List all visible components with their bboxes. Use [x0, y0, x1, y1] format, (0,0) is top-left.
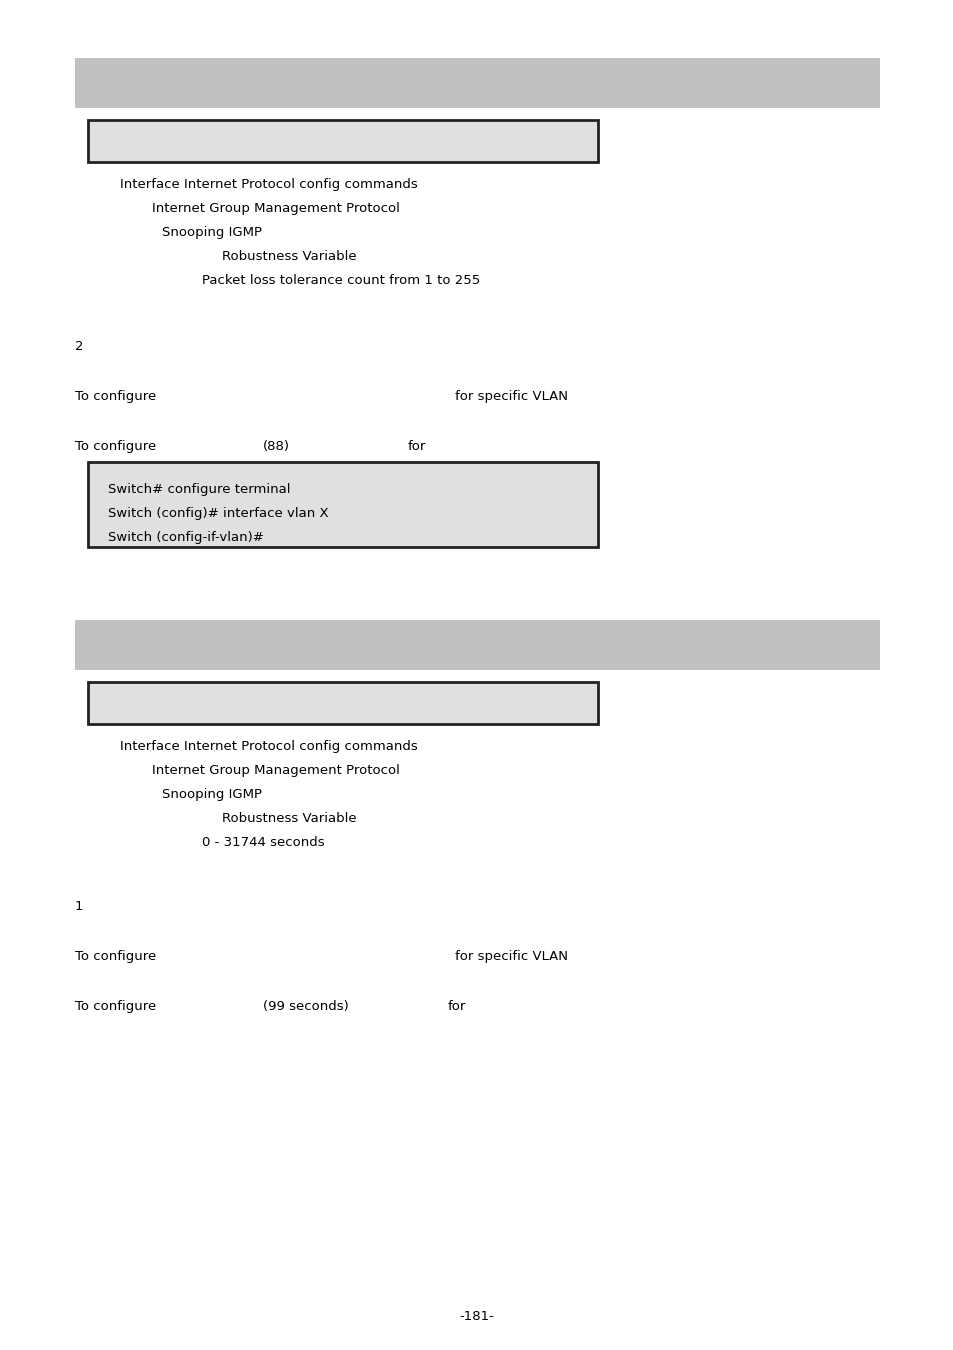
Text: for specific VLAN: for specific VLAN [455, 390, 567, 404]
Text: Switch (config-if-vlan)#: Switch (config-if-vlan)# [108, 531, 264, 544]
Text: 2: 2 [75, 340, 84, 352]
Text: Robustness Variable: Robustness Variable [222, 811, 356, 825]
Bar [88, 120, 598, 162]
Text: (99 seconds): (99 seconds) [263, 1000, 349, 1012]
Text: To configure: To configure [75, 390, 156, 404]
Text: (88): (88) [263, 440, 290, 454]
Text: 1: 1 [75, 900, 84, 913]
Text: Interface Internet Protocol config commands: Interface Internet Protocol config comma… [120, 740, 417, 753]
Bar [75, 58, 879, 108]
Text: Internet Group Management Protocol: Internet Group Management Protocol [152, 202, 399, 215]
Text: for: for [448, 1000, 466, 1012]
Bar [88, 682, 598, 724]
Text: 0 - 31744 seconds: 0 - 31744 seconds [202, 836, 324, 849]
Text: Interface Internet Protocol config commands: Interface Internet Protocol config comma… [120, 178, 417, 190]
Text: for specific VLAN: for specific VLAN [455, 950, 567, 963]
Text: Snooping IGMP: Snooping IGMP [162, 788, 262, 801]
Text: To configure: To configure [75, 950, 156, 963]
Text: -181-: -181- [459, 1310, 494, 1323]
Bar [75, 620, 879, 670]
Text: To configure: To configure [75, 1000, 156, 1012]
Text: Robustness Variable: Robustness Variable [222, 250, 356, 263]
Text: Snooping IGMP: Snooping IGMP [162, 225, 262, 239]
Text: Packet loss tolerance count from 1 to 255: Packet loss tolerance count from 1 to 25… [202, 274, 479, 288]
Text: Switch# configure terminal: Switch# configure terminal [108, 483, 291, 495]
Text: To configure: To configure [75, 440, 156, 454]
Text: Switch (config)# interface vlan X: Switch (config)# interface vlan X [108, 508, 328, 520]
Text: Internet Group Management Protocol: Internet Group Management Protocol [152, 764, 399, 778]
Text: for: for [408, 440, 426, 454]
Bar [88, 462, 598, 547]
